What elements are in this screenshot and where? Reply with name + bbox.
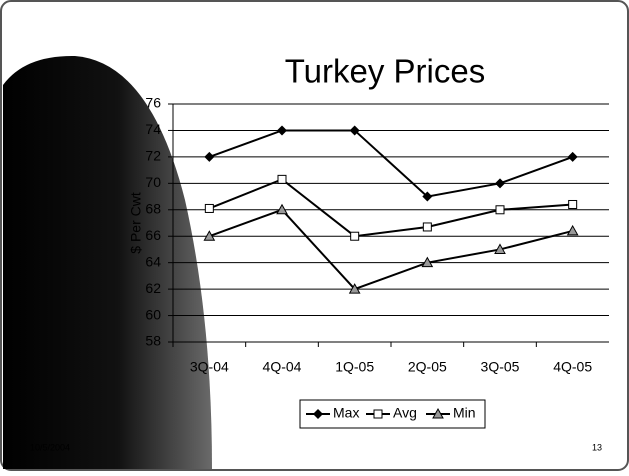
marker-diamond bbox=[313, 409, 323, 419]
x-tick-label: 2Q-05 bbox=[408, 359, 447, 375]
x-tick-label: 3Q-05 bbox=[481, 359, 520, 375]
plot: 58 60 62 64 66 68 70 72 74 76 3Q-04 4Q-04 1Q-05 2Q-05… bbox=[145, 95, 609, 429]
y-tick-label: 70 bbox=[145, 174, 161, 190]
x-tick-label: 3Q-04 bbox=[190, 359, 229, 375]
y-tick-label: 62 bbox=[145, 280, 161, 296]
series-line bbox=[208, 208, 573, 291]
legend-label: Min bbox=[453, 405, 476, 421]
marker-triangle bbox=[494, 243, 506, 254]
marker-diamond bbox=[349, 125, 360, 136]
x-tick-label: 1Q-05 bbox=[335, 359, 374, 375]
marker-triangle bbox=[348, 283, 361, 294]
y-tick-label: 68 bbox=[145, 200, 161, 216]
x-tick-label: 4Q-05 bbox=[553, 359, 592, 375]
page-number: 13 bbox=[592, 442, 602, 452]
legend-box bbox=[299, 399, 486, 429]
marker-diamond bbox=[277, 125, 287, 136]
y-tick-label: 64 bbox=[145, 253, 161, 269]
marker-square bbox=[204, 203, 214, 213]
legend-label: Max bbox=[333, 405, 359, 421]
marker-triangle bbox=[421, 256, 434, 268]
marker-square bbox=[495, 205, 505, 215]
y-tick-label: 76 bbox=[145, 95, 161, 111]
footer-date: 10/5/2004 bbox=[30, 442, 70, 452]
y-tick-label: 58 bbox=[145, 333, 161, 349]
marker-diamond bbox=[422, 191, 433, 202]
y-axis-label: $ Per Cwt bbox=[128, 192, 144, 254]
marker-square bbox=[422, 222, 432, 232]
y-tick-label: 60 bbox=[145, 306, 161, 322]
series-line bbox=[208, 129, 574, 198]
marker-triangle bbox=[432, 407, 444, 419]
marker-diamond bbox=[204, 151, 215, 162]
marker-triangle bbox=[203, 230, 216, 241]
y-tick-label: 74 bbox=[145, 121, 161, 137]
legend-label: Avg bbox=[393, 405, 417, 421]
chart-title: Turkey Prices bbox=[285, 53, 485, 90]
y-tick-label: 66 bbox=[145, 227, 161, 243]
marker-diamond bbox=[495, 178, 505, 189]
marker-square bbox=[277, 174, 287, 184]
series-line bbox=[208, 178, 573, 238]
marker-triangle bbox=[276, 203, 288, 215]
y-tick-label: 72 bbox=[145, 148, 161, 164]
decor-shape bbox=[3, 55, 212, 469]
marker-triangle bbox=[566, 224, 579, 236]
x-tick-label: 4Q-04 bbox=[263, 359, 302, 375]
marker-diamond bbox=[567, 151, 578, 162]
marker-square bbox=[350, 231, 360, 241]
marker-square bbox=[373, 409, 383, 419]
marker-square bbox=[568, 199, 578, 209]
